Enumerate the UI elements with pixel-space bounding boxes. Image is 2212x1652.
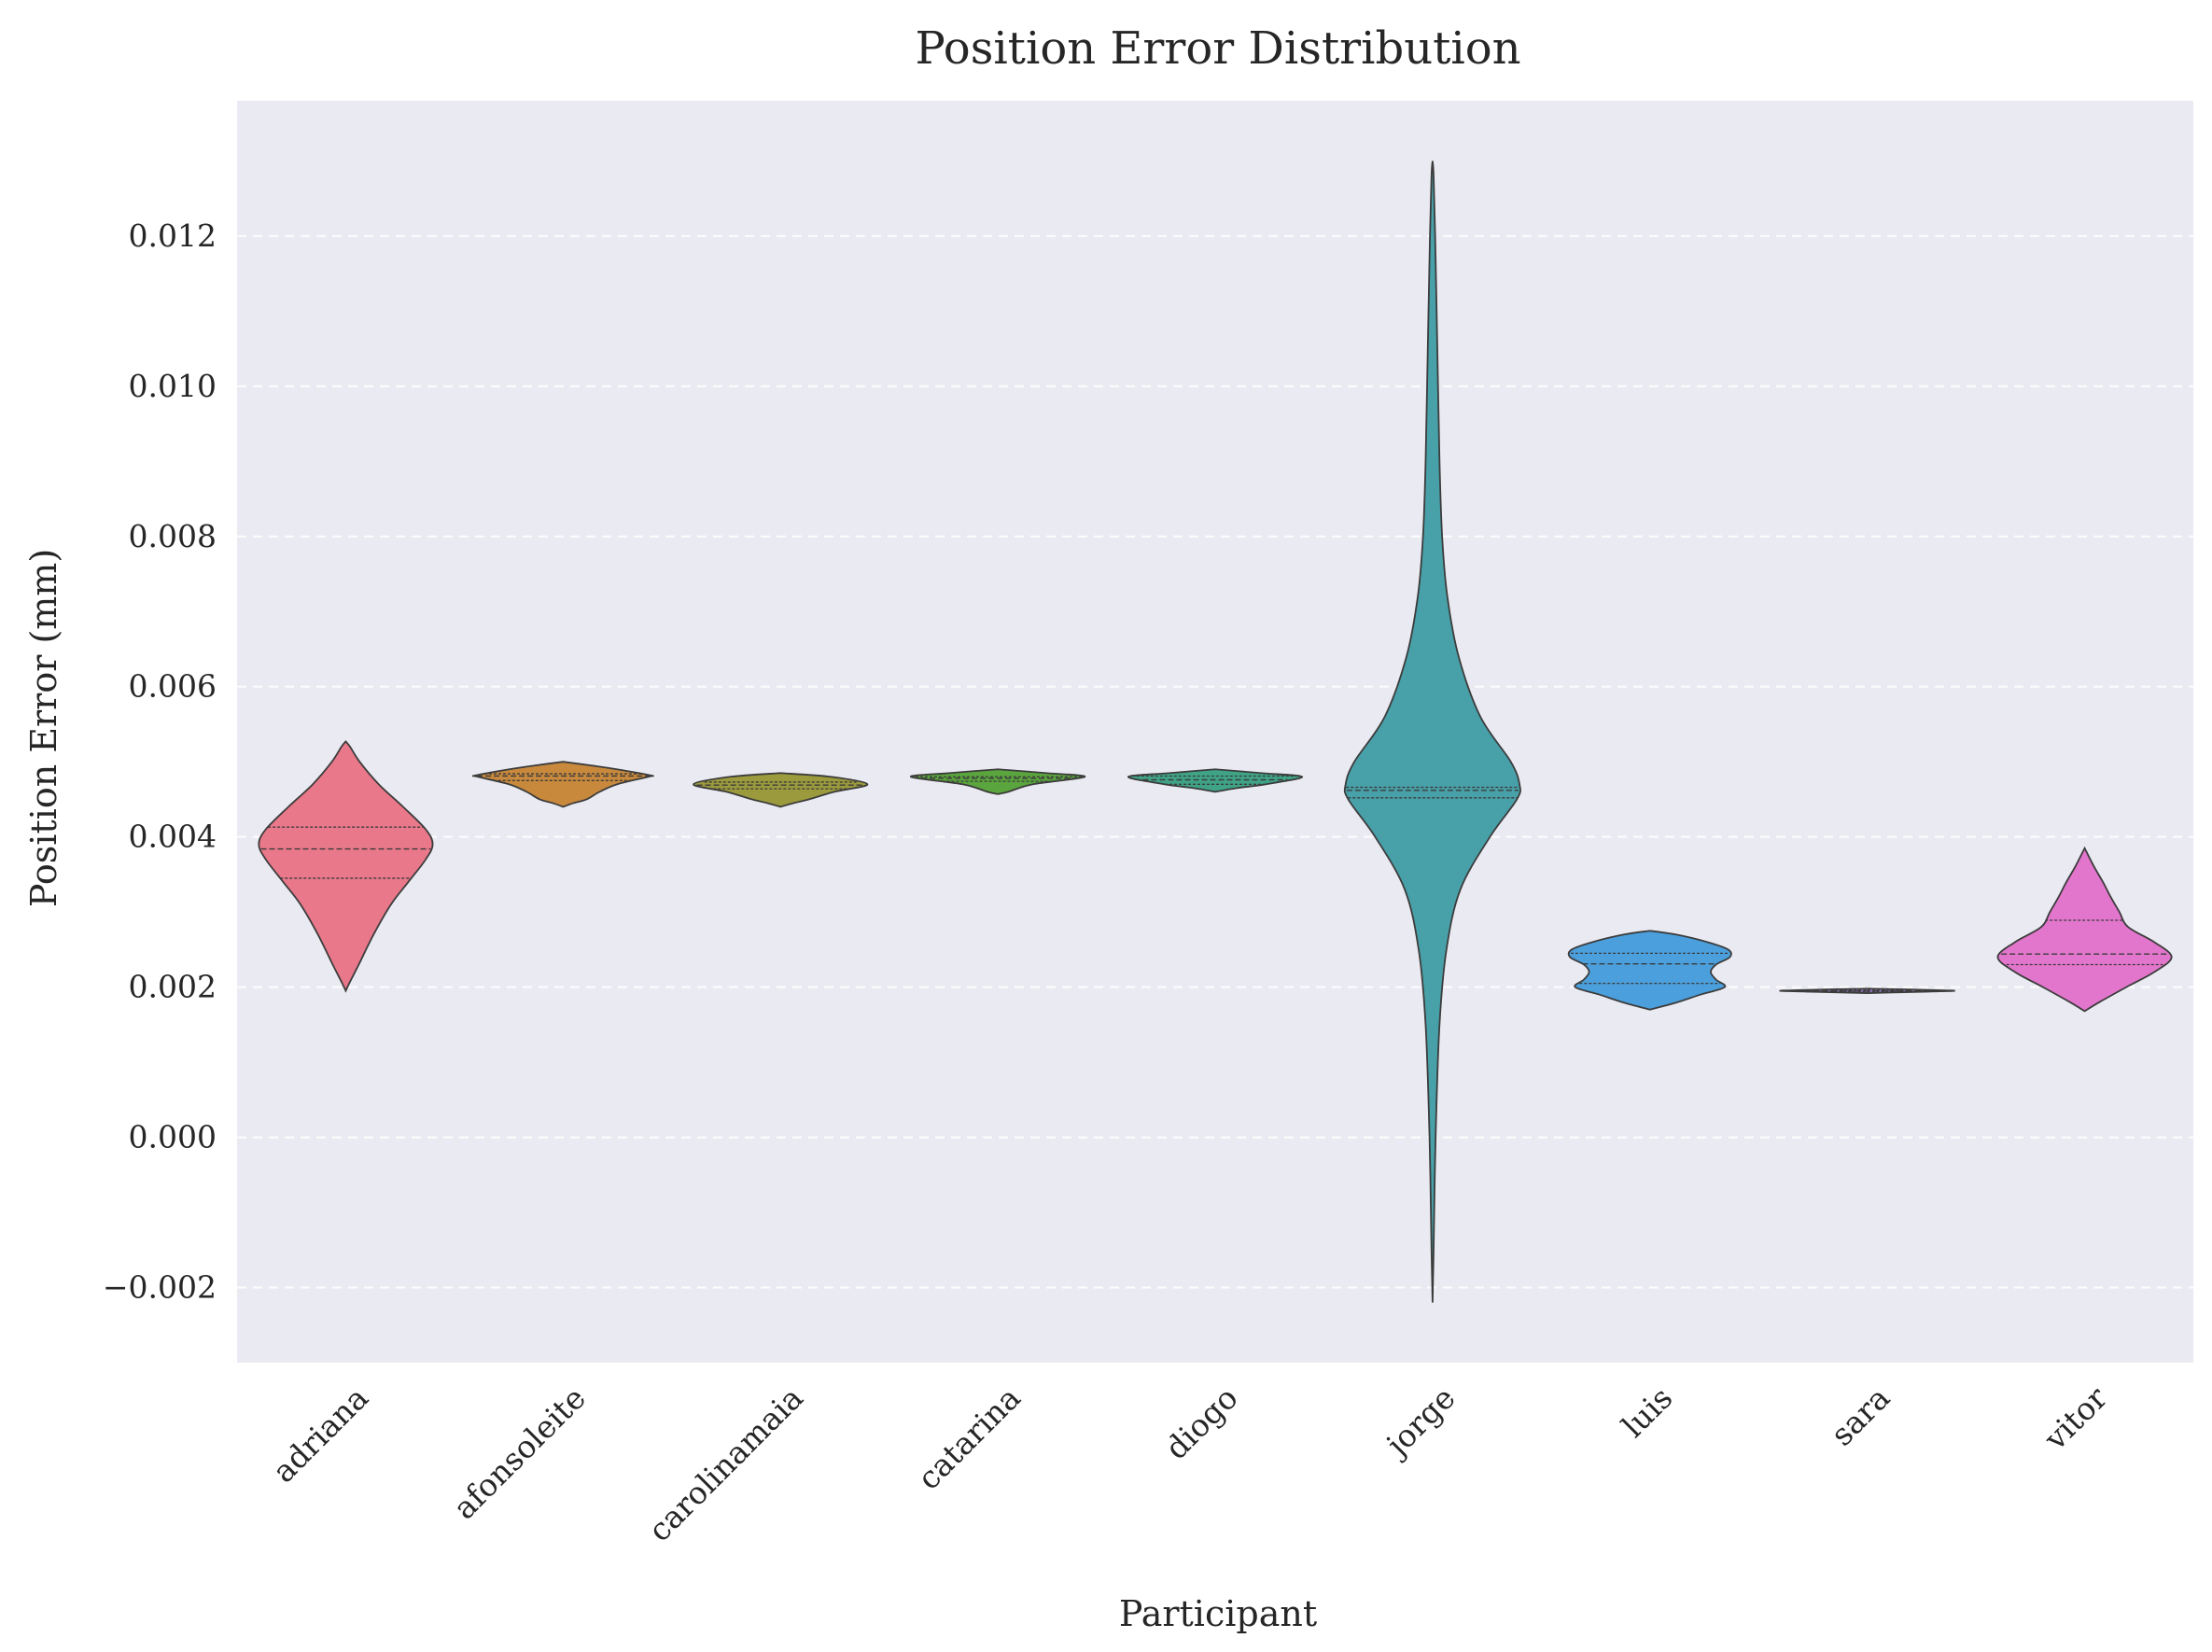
violin-diogo [1127, 768, 1304, 793]
y-tick-labels: −0.002 0.000 0.002 0.004 0.006 0.008 0.010 0.01… [103, 217, 217, 1306]
violin-afonsoleite [471, 761, 654, 808]
x-tick-label: afonsoleite [446, 1379, 593, 1526]
x-tick-label: diogo [1158, 1379, 1245, 1466]
plot-area [237, 101, 2193, 1363]
x-tick-label: carolinamaia [641, 1379, 810, 1548]
y-tick-label: 0.004 [129, 819, 217, 855]
violin-body [1127, 768, 1304, 793]
violin-luis [1567, 930, 1732, 1011]
x-axis-label: Participant [1119, 1593, 1317, 1634]
y-axis-label: Position Error (mm) [23, 549, 64, 907]
y-tick-label: 0.002 [129, 969, 217, 1005]
violin-adriana [258, 740, 434, 993]
y-tick-label: 0.006 [129, 668, 217, 705]
violin-body [1567, 930, 1732, 1011]
chart-title: Position Error Distribution [915, 22, 1520, 75]
y-tick-label: 0.000 [129, 1119, 217, 1155]
y-tick-label: −0.002 [103, 1269, 217, 1306]
y-tick-label: 0.008 [129, 518, 217, 554]
gridlines [237, 234, 2193, 1289]
y-tick-label: 0.012 [129, 217, 217, 254]
x-tick-label: adriana [265, 1379, 375, 1490]
x-tick-label: vitor [2037, 1379, 2115, 1458]
y-tick-label: 0.010 [129, 368, 217, 404]
x-tick-label: luis [1615, 1379, 1680, 1445]
violin-carolinamaia [693, 772, 869, 808]
violin-sara [1779, 987, 1956, 994]
x-tick-label: jorge [1377, 1379, 1463, 1465]
x-tick-label: catarina [910, 1379, 1027, 1496]
x-tick-label: sara [1824, 1379, 1897, 1453]
violin-body [1996, 846, 2173, 1013]
violin-catarina [910, 768, 1086, 795]
violin-body [1343, 161, 1521, 1303]
violin-body [471, 761, 654, 808]
violin-jorge [1343, 161, 1521, 1303]
violin-body [258, 740, 434, 993]
violin-body [910, 768, 1086, 795]
violins [258, 161, 2173, 1303]
violin-vitor [1996, 846, 2173, 1013]
x-tick-labels: adriana afonsoleite carolinamaia catarina di… [265, 1379, 2114, 1548]
